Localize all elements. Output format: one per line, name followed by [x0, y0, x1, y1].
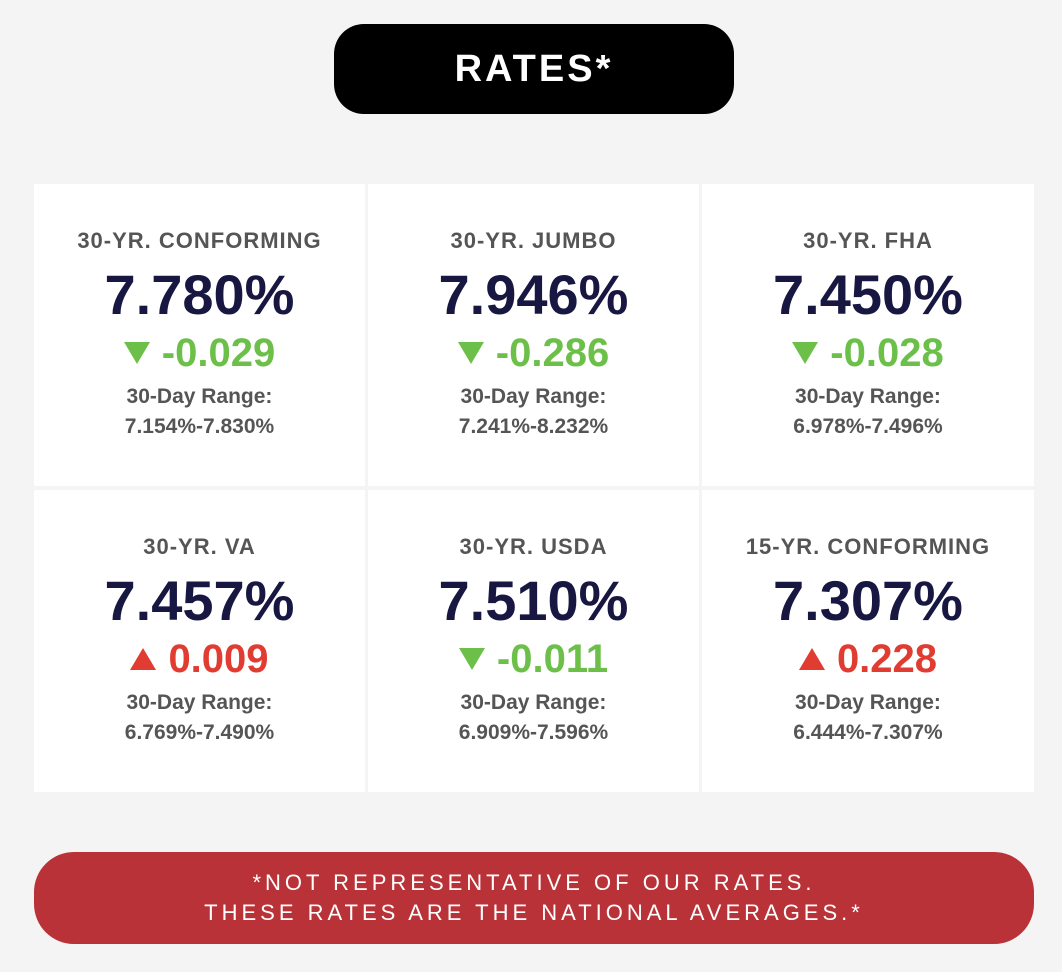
- rate-card-label: 30-YR. USDA: [459, 534, 608, 559]
- range-label: 30-Day Range:: [460, 691, 607, 714]
- rate-value: 7.450%: [773, 263, 963, 326]
- rate-card-30yr-fha: 30-YR. FHA 7.450% -0.028 30-Day Range: 6…: [702, 184, 1034, 486]
- range-value: 6.444%-7.307%: [793, 721, 943, 744]
- rate-change: -0.028: [792, 330, 944, 376]
- rates-grid: 30-YR. CONFORMING 7.780% -0.029 30-Day R…: [34, 184, 1034, 792]
- rate-change-value: -0.028: [830, 330, 944, 375]
- range-label: 30-Day Range:: [126, 385, 273, 408]
- rate-change: -0.286: [457, 330, 610, 376]
- range-label: 30-Day Range:: [795, 385, 941, 408]
- rate-change: -0.029: [123, 330, 276, 376]
- range-label: 30-Day Range:: [795, 691, 941, 714]
- rate-change: -0.011: [458, 636, 609, 682]
- range-value: 6.769%-7.490%: [124, 721, 275, 744]
- rate-value: 7.780%: [104, 263, 295, 326]
- triangle-down-icon: [123, 341, 150, 365]
- triangle-down-icon: [457, 341, 484, 365]
- range-value: 6.978%-7.496%: [793, 415, 943, 438]
- rate-card-label: 30-YR. CONFORMING: [77, 228, 322, 253]
- range-value: 7.241%-8.232%: [458, 415, 609, 438]
- triangle-down-icon: [458, 647, 485, 671]
- disclaimer-line-1: *NOT REPRESENTATIVE OF OUR RATES.: [252, 870, 816, 895]
- rate-change-value: 0.009: [168, 636, 269, 681]
- disclaimer-banner: *NOT REPRESENTATIVE OF OUR RATES. THESE …: [34, 852, 1034, 944]
- disclaimer-line-2: THESE RATES ARE THE NATIONAL AVERAGES.*: [204, 900, 864, 925]
- rate-change-value: 0.228: [836, 636, 938, 681]
- rate-card-30yr-conforming: 30-YR. CONFORMING 7.780% -0.029 30-Day R…: [34, 184, 365, 486]
- range-label: 30-Day Range:: [460, 385, 607, 408]
- rate-change-value: -0.029: [161, 330, 276, 375]
- rate-card-15yr-conforming: 15-YR. CONFORMING 7.307% 0.228 30-Day Ra…: [702, 490, 1034, 792]
- rate-card-label: 30-YR. VA: [143, 534, 256, 559]
- rate-value: 7.510%: [438, 569, 629, 632]
- rate-card-label: 30-YR. FHA: [803, 228, 933, 253]
- rate-card-30yr-usda: 30-YR. USDA 7.510% -0.011 30-Day Range: …: [368, 490, 699, 792]
- rate-change-value: -0.286: [495, 330, 610, 375]
- rate-change-value: -0.011: [496, 636, 609, 681]
- triangle-up-icon: [798, 647, 825, 671]
- triangle-up-icon: [130, 647, 157, 671]
- rate-value: 7.946%: [438, 263, 629, 326]
- rate-card-label: 15-YR. CONFORMING: [745, 534, 991, 559]
- rate-value: 7.457%: [104, 569, 295, 632]
- rate-card-30yr-jumbo: 30-YR. JUMBO 7.946% -0.286 30-Day Range:…: [368, 184, 699, 486]
- range-label: 30-Day Range:: [126, 691, 273, 714]
- range-value: 6.909%-7.596%: [458, 721, 609, 744]
- rate-value: 7.307%: [773, 569, 963, 632]
- rates-title-banner: RATES*: [334, 24, 734, 114]
- rate-change: 0.228: [798, 636, 938, 682]
- rate-card-30yr-va: 30-YR. VA 7.457% 0.009 30-Day Range: 6.7…: [34, 490, 365, 792]
- rate-change: 0.009: [130, 636, 269, 682]
- triangle-down-icon: [792, 341, 819, 365]
- page-title: RATES*: [454, 47, 614, 90]
- range-value: 7.154%-7.830%: [124, 415, 275, 438]
- rate-card-label: 30-YR. JUMBO: [450, 228, 617, 253]
